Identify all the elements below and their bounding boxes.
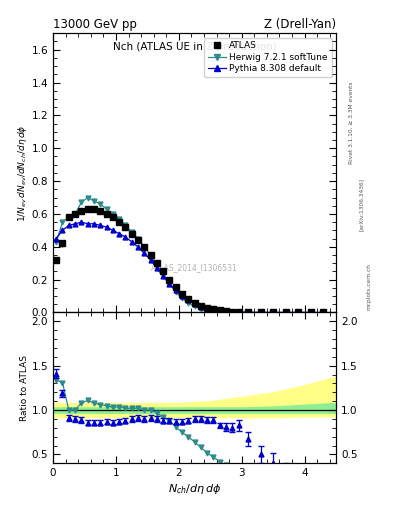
- Herwig 7.2.1 softTune: [85, 195, 90, 201]
- Herwig 7.2.1 softTune: [186, 300, 191, 306]
- Herwig 7.2.1 softTune: [60, 219, 65, 225]
- Herwig 7.2.1 softTune: [104, 206, 109, 212]
- Herwig 7.2.1 softTune: [230, 309, 235, 315]
- Pythia 8.308 default: [173, 287, 178, 293]
- Pythia 8.308 default: [224, 308, 228, 314]
- Pythia 8.308 default: [98, 222, 103, 228]
- Pythia 8.308 default: [167, 281, 172, 287]
- Pythia 8.308 default: [117, 230, 121, 237]
- Herwig 7.2.1 softTune: [123, 222, 128, 228]
- Herwig 7.2.1 softTune: [180, 295, 184, 302]
- Pythia 8.308 default: [148, 257, 153, 263]
- Herwig 7.2.1 softTune: [271, 309, 275, 315]
- Herwig 7.2.1 softTune: [309, 309, 313, 315]
- Pythia 8.308 default: [186, 297, 191, 304]
- Pythia 8.308 default: [211, 307, 216, 313]
- Herwig 7.2.1 softTune: [66, 214, 71, 220]
- Herwig 7.2.1 softTune: [148, 252, 153, 258]
- Pythia 8.308 default: [198, 304, 203, 310]
- Herwig 7.2.1 softTune: [92, 198, 96, 204]
- Y-axis label: $1/N_{ev}\,dN_{ev}/dN_{ch}/d\eta\,d\phi$: $1/N_{ev}\,dN_{ev}/dN_{ch}/d\eta\,d\phi$: [16, 124, 29, 222]
- Herwig 7.2.1 softTune: [129, 229, 134, 235]
- Herwig 7.2.1 softTune: [224, 309, 228, 315]
- Pythia 8.308 default: [283, 309, 288, 315]
- Pythia 8.308 default: [79, 219, 84, 225]
- Herwig 7.2.1 softTune: [236, 309, 241, 315]
- Herwig 7.2.1 softTune: [246, 309, 250, 315]
- Herwig 7.2.1 softTune: [98, 201, 103, 207]
- Herwig 7.2.1 softTune: [110, 211, 115, 217]
- Herwig 7.2.1 softTune: [142, 244, 147, 250]
- Herwig 7.2.1 softTune: [117, 216, 121, 222]
- Text: 13000 GeV pp: 13000 GeV pp: [53, 18, 137, 31]
- Text: Rivet 3.1.10, ≥ 3.3M events: Rivet 3.1.10, ≥ 3.3M events: [349, 81, 354, 164]
- Pythia 8.308 default: [161, 273, 165, 280]
- Pythia 8.308 default: [230, 309, 235, 315]
- Pythia 8.308 default: [217, 308, 222, 314]
- Herwig 7.2.1 softTune: [198, 306, 203, 312]
- Herwig 7.2.1 softTune: [205, 307, 209, 313]
- X-axis label: $N_{ch}/d\eta\,d\phi$: $N_{ch}/d\eta\,d\phi$: [168, 482, 221, 497]
- Pythia 8.308 default: [296, 309, 301, 315]
- Line: Pythia 8.308 default: Pythia 8.308 default: [54, 220, 326, 315]
- Y-axis label: Ratio to ATLAS: Ratio to ATLAS: [20, 355, 29, 421]
- Pythia 8.308 default: [142, 250, 147, 257]
- Pythia 8.308 default: [60, 227, 65, 233]
- Pythia 8.308 default: [92, 221, 96, 227]
- Text: Z (Drell-Yan): Z (Drell-Yan): [264, 18, 336, 31]
- Herwig 7.2.1 softTune: [258, 309, 263, 315]
- Herwig 7.2.1 softTune: [217, 309, 222, 315]
- Herwig 7.2.1 softTune: [136, 236, 140, 242]
- Pythia 8.308 default: [54, 236, 59, 242]
- Herwig 7.2.1 softTune: [154, 262, 159, 268]
- Herwig 7.2.1 softTune: [211, 308, 216, 314]
- Herwig 7.2.1 softTune: [192, 303, 197, 309]
- Legend: ATLAS, Herwig 7.2.1 softTune, Pythia 8.308 default: ATLAS, Herwig 7.2.1 softTune, Pythia 8.3…: [204, 38, 332, 76]
- Pythia 8.308 default: [123, 234, 128, 240]
- Pythia 8.308 default: [321, 309, 326, 315]
- Pythia 8.308 default: [85, 221, 90, 227]
- Pythia 8.308 default: [309, 309, 313, 315]
- Herwig 7.2.1 softTune: [296, 309, 301, 315]
- Herwig 7.2.1 softTune: [73, 211, 77, 217]
- Pythia 8.308 default: [236, 309, 241, 315]
- Text: ATLAS_2014_I1306531: ATLAS_2014_I1306531: [151, 263, 238, 272]
- Herwig 7.2.1 softTune: [54, 239, 59, 245]
- Pythia 8.308 default: [246, 309, 250, 315]
- Pythia 8.308 default: [205, 306, 209, 312]
- Pythia 8.308 default: [192, 301, 197, 307]
- Herwig 7.2.1 softTune: [161, 271, 165, 278]
- Herwig 7.2.1 softTune: [79, 199, 84, 205]
- Pythia 8.308 default: [258, 309, 263, 315]
- Pythia 8.308 default: [110, 227, 115, 233]
- Herwig 7.2.1 softTune: [173, 289, 178, 295]
- Herwig 7.2.1 softTune: [167, 281, 172, 287]
- Text: mcplots.cern.ch: mcplots.cern.ch: [367, 263, 372, 310]
- Pythia 8.308 default: [104, 224, 109, 230]
- Pythia 8.308 default: [129, 239, 134, 245]
- Pythia 8.308 default: [66, 222, 71, 228]
- Pythia 8.308 default: [271, 309, 275, 315]
- Pythia 8.308 default: [180, 293, 184, 299]
- Herwig 7.2.1 softTune: [283, 309, 288, 315]
- Text: Nch (ATLAS UE in Z production): Nch (ATLAS UE in Z production): [113, 41, 276, 52]
- Text: [arXiv:1306.3436]: [arXiv:1306.3436]: [359, 178, 364, 231]
- Line: Herwig 7.2.1 softTune: Herwig 7.2.1 softTune: [54, 195, 313, 315]
- Pythia 8.308 default: [154, 265, 159, 271]
- Pythia 8.308 default: [73, 221, 77, 227]
- Pythia 8.308 default: [136, 244, 140, 250]
